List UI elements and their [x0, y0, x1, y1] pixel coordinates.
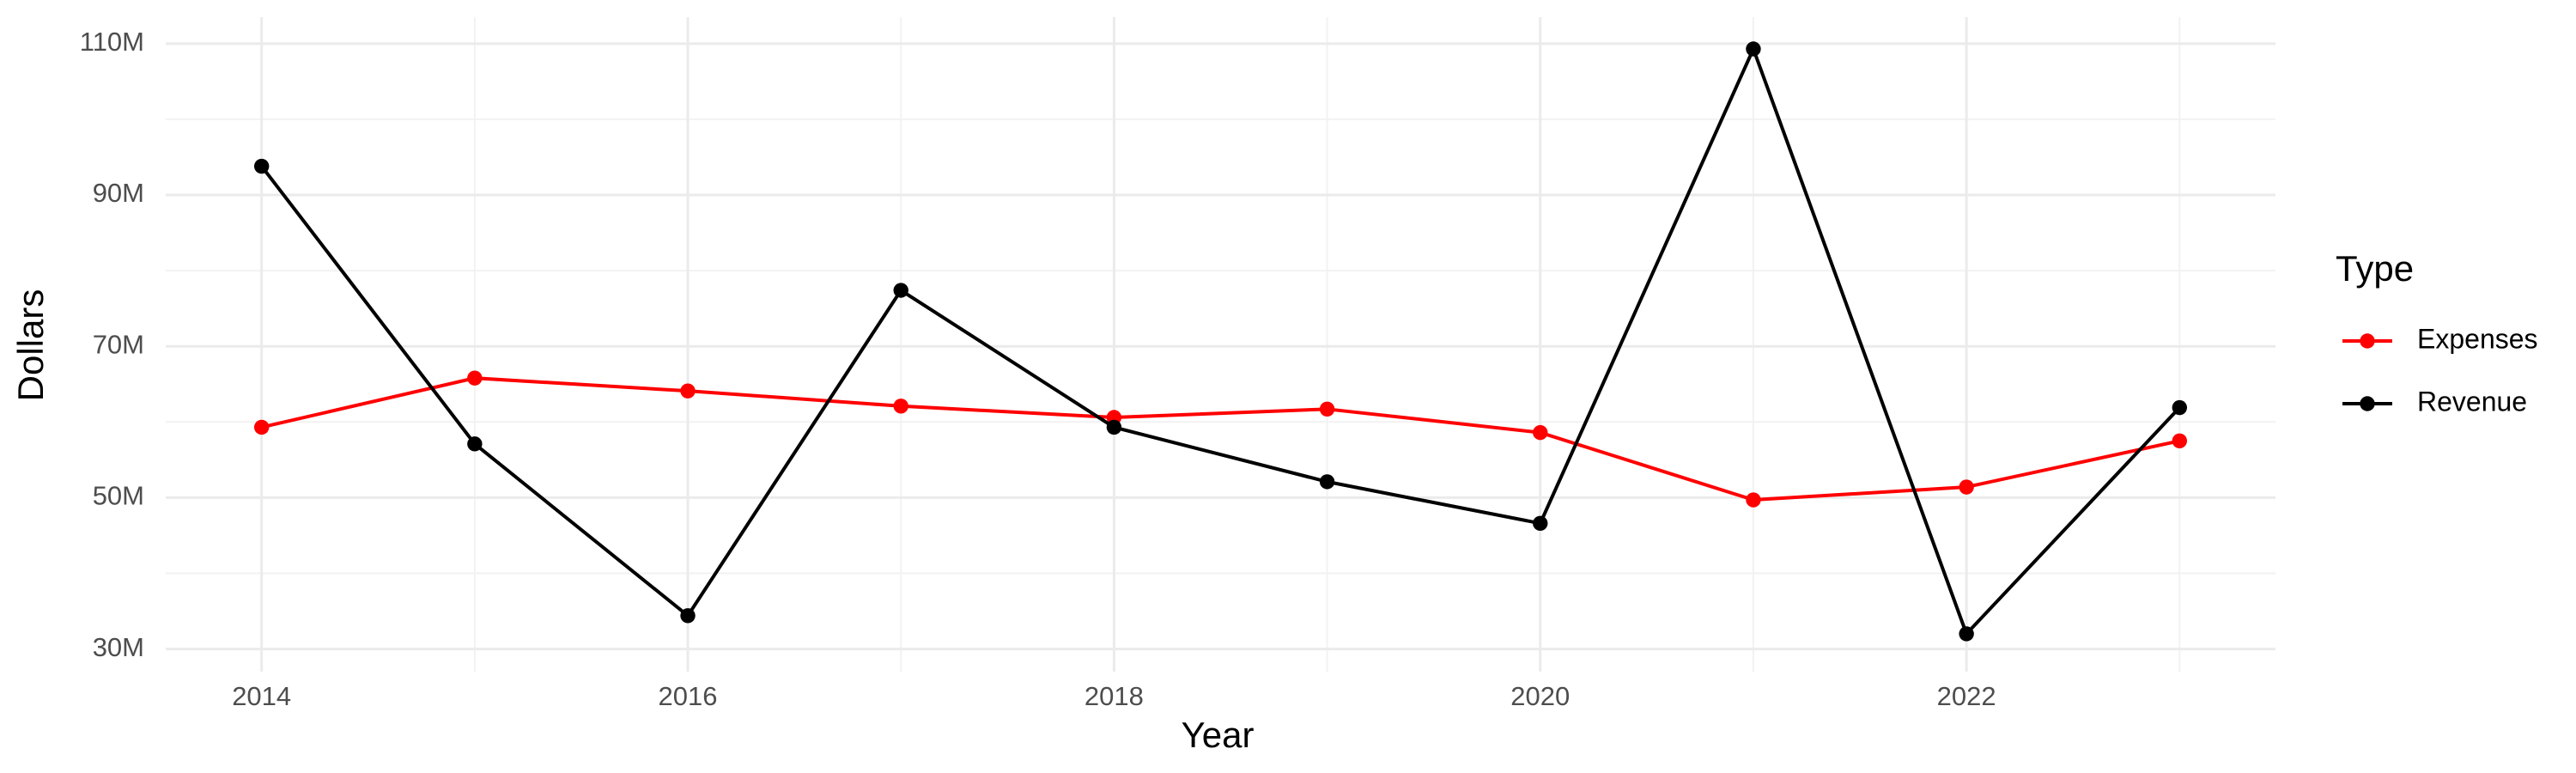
- x-axis-title: Year: [1182, 715, 1255, 755]
- data-point: [253, 158, 270, 174]
- data-point: [1533, 424, 1548, 441]
- series-line: [260, 44, 2181, 637]
- data-point: [2172, 433, 2188, 449]
- y-tick-label: 70M: [93, 329, 144, 359]
- legend-point: [2360, 396, 2375, 411]
- data-point: [680, 383, 696, 399]
- x-tick-label: 2016: [659, 681, 718, 711]
- data-point: [2172, 399, 2188, 416]
- y-tick-label: 90M: [93, 178, 144, 208]
- data-point: [893, 399, 908, 414]
- data-point: [1746, 41, 1761, 57]
- y-tick-label: 30M: [93, 632, 144, 662]
- legend-label: Expenses: [2417, 323, 2538, 354]
- legend-label: Revenue: [2417, 386, 2527, 417]
- data-point: [1959, 626, 1974, 642]
- x-tick-label: 2020: [1510, 681, 1570, 711]
- data-point: [1106, 419, 1122, 435]
- x-tick-label: 2022: [1937, 681, 1996, 711]
- x-tick-label: 2014: [232, 681, 291, 711]
- data-point: [1319, 474, 1335, 490]
- data-point: [467, 370, 483, 386]
- data-point: [1959, 479, 1974, 495]
- data-point: [1319, 401, 1335, 417]
- series-line: [261, 376, 2180, 502]
- data-point: [467, 436, 483, 452]
- data-point: [1746, 492, 1761, 508]
- y-tick-label: 110M: [80, 27, 144, 57]
- y-axis-title: Dollars: [10, 289, 51, 402]
- legend-title: Type: [2336, 248, 2414, 289]
- x-tick-label: 2018: [1084, 681, 1144, 711]
- y-tick-label: 50M: [93, 481, 144, 511]
- data-point: [893, 283, 908, 298]
- legend-point: [2360, 333, 2375, 349]
- data-point: [680, 608, 696, 624]
- data-point: [253, 419, 270, 435]
- data-point: [1533, 515, 1548, 532]
